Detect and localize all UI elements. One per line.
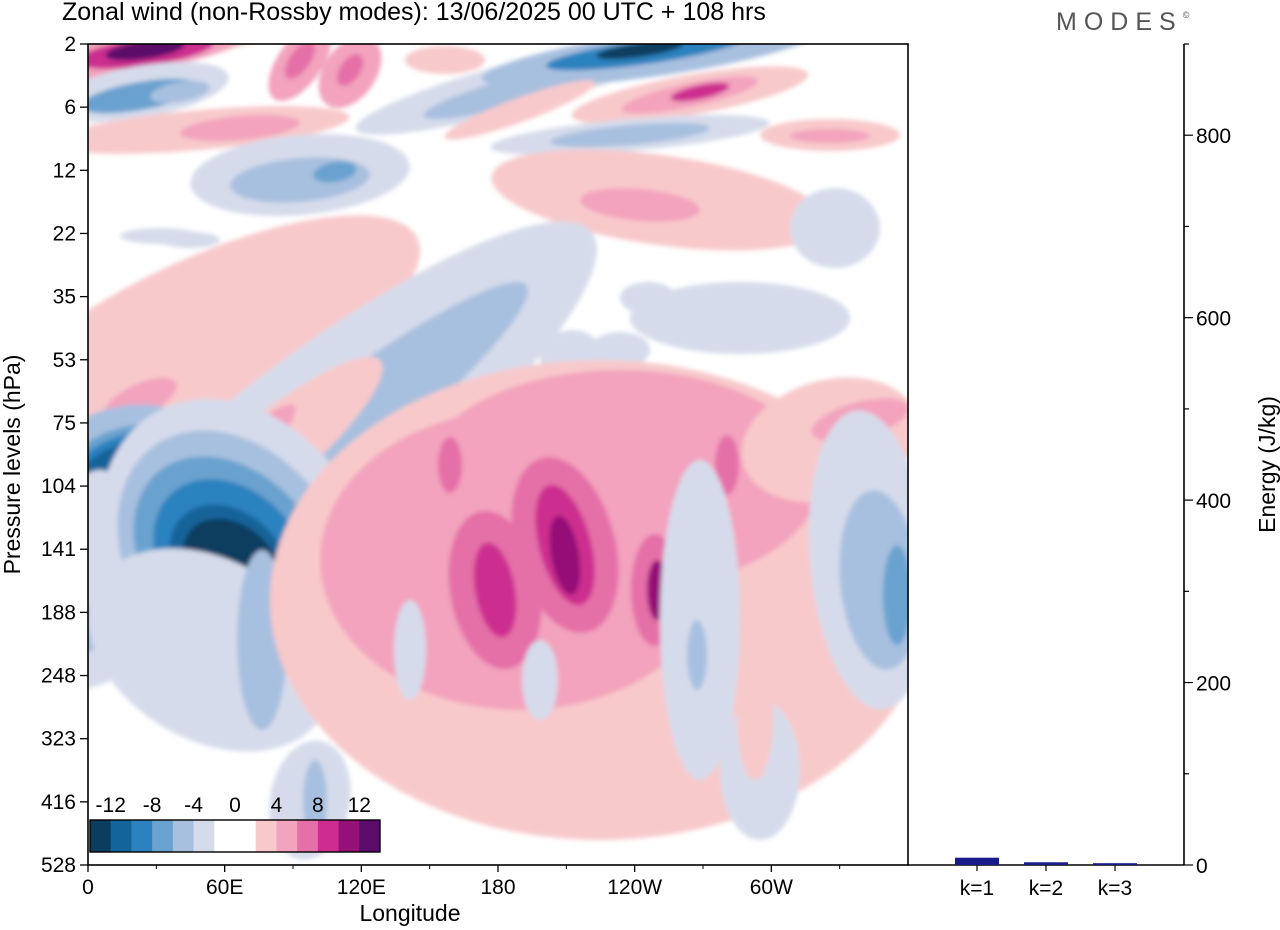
y-tick-label: 12 [53, 159, 76, 182]
x-tick-label: 180 [480, 876, 515, 899]
colorbar-label: 0 [229, 794, 241, 817]
contour-blob [336, 54, 364, 86]
x-tick-label: 120W [607, 876, 662, 899]
contour-blob [550, 122, 710, 148]
y-tick-label: 248 [41, 665, 76, 688]
contour-blob [737, 660, 773, 780]
contour-blob [670, 82, 730, 102]
contour-blob [687, 620, 707, 690]
bar-y-tick-label: 0 [1196, 855, 1208, 878]
bar-category-label: k=1 [960, 877, 994, 900]
contour-blob [660, 460, 740, 780]
x-tick-label: 60E [206, 876, 243, 899]
colorbar-swatch [152, 820, 174, 852]
energy-bar [955, 857, 999, 865]
contour-blob [522, 640, 558, 720]
contour-blob [444, 80, 596, 140]
x-tick-label: 0 [82, 876, 94, 899]
contour-blob [549, 515, 581, 595]
contour-blob [790, 188, 880, 268]
bar-y-tick-label: 400 [1196, 490, 1231, 513]
colorbar-label: 8 [312, 794, 324, 817]
y-tick-label: 75 [53, 412, 76, 435]
colorbar-label: -8 [143, 794, 162, 817]
contour-blob [313, 161, 357, 183]
colorbar-frame [89, 819, 381, 853]
y-tick-label: 6 [64, 96, 76, 119]
colorbar-swatch [110, 820, 132, 852]
contour-blob [284, 44, 316, 79]
contour-blob [630, 282, 850, 354]
colorbar-swatch [297, 820, 319, 852]
contour-shapes [88, 44, 908, 860]
contour-blob [883, 545, 908, 645]
energy-bar [1093, 863, 1137, 865]
colorbar-swatch [359, 820, 381, 852]
colorbar-label: 4 [271, 794, 283, 817]
colorbar-swatch [214, 820, 236, 852]
contour-blob [590, 332, 650, 368]
contour-blob [645, 770, 685, 830]
y-tick-label: 35 [53, 286, 76, 309]
bar-category-label: k=3 [1098, 877, 1132, 900]
contour-blob [268, 240, 332, 360]
y-tick-label: 528 [41, 854, 76, 877]
contour-blob [150, 80, 210, 104]
contour-blob [438, 437, 462, 493]
energy-bar-chart: 0 200 400 600 800 Energy (J/kg) k=1 k=2 k=3 [908, 43, 1280, 900]
bar-y-axis-title: Energy (J/kg) [1254, 396, 1280, 533]
x-tick-label: 120E [337, 876, 386, 899]
bar-y-tick-label: 200 [1196, 673, 1231, 696]
y-tick-label: 53 [53, 349, 76, 372]
contour-blob [596, 44, 684, 60]
contour-blob [180, 114, 300, 142]
contour-blob [394, 600, 426, 700]
colorbar-label: -12 [96, 794, 126, 817]
y-tick-label: 2 [64, 33, 76, 56]
y-axis-title: Pressure levels (hPa) [0, 355, 25, 575]
contour-blob [405, 46, 485, 74]
colorbar-swatch [276, 820, 298, 852]
contour-blob [480, 740, 640, 820]
y-tick-label: 323 [41, 728, 76, 751]
bar-y-tick-label: 600 [1196, 308, 1231, 331]
energy-bar [1024, 862, 1068, 865]
colorbar-swatch [90, 820, 112, 852]
contour-blob [160, 232, 220, 248]
colorbar-swatch [172, 820, 195, 852]
colorbar-swatch [255, 820, 277, 852]
colorbar: -12 -8 -4 0 4 8 12 [89, 794, 381, 853]
contour-blob [790, 129, 870, 143]
contour-blob [620, 282, 676, 314]
colorbar-swatch [235, 820, 257, 852]
colorbar-swatch [338, 820, 360, 852]
contour-blob [715, 435, 739, 495]
bar-category-label: k=2 [1029, 877, 1063, 900]
contour-blob [580, 188, 700, 222]
contour-blob [473, 542, 517, 638]
logo-copyright-mark: © [1182, 10, 1190, 20]
y-tick-label: 104 [41, 475, 76, 498]
colorbar-swatch [131, 820, 153, 852]
x-tick-label: 60W [750, 876, 793, 899]
y-tick-label: 188 [41, 601, 76, 624]
colorbar-swatch [317, 820, 340, 852]
colorbar-label: 12 [348, 794, 371, 817]
y-tick-label: 416 [41, 791, 76, 814]
modes-logo: MODES© [1056, 8, 1189, 37]
y-tick-label: 141 [41, 538, 76, 561]
y-tick-label: 22 [53, 222, 76, 245]
logo-text: MODES [1056, 8, 1183, 36]
zonal-wind-heatmap [88, 44, 908, 860]
x-axis-title: Longitude [359, 900, 460, 926]
colorbar-swatch [193, 820, 215, 852]
bar-y-tick-label: 800 [1196, 125, 1231, 148]
chart-title: Zonal wind (non-Rossby modes): 13/06/202… [62, 0, 766, 26]
colorbar-label: -4 [184, 794, 203, 817]
